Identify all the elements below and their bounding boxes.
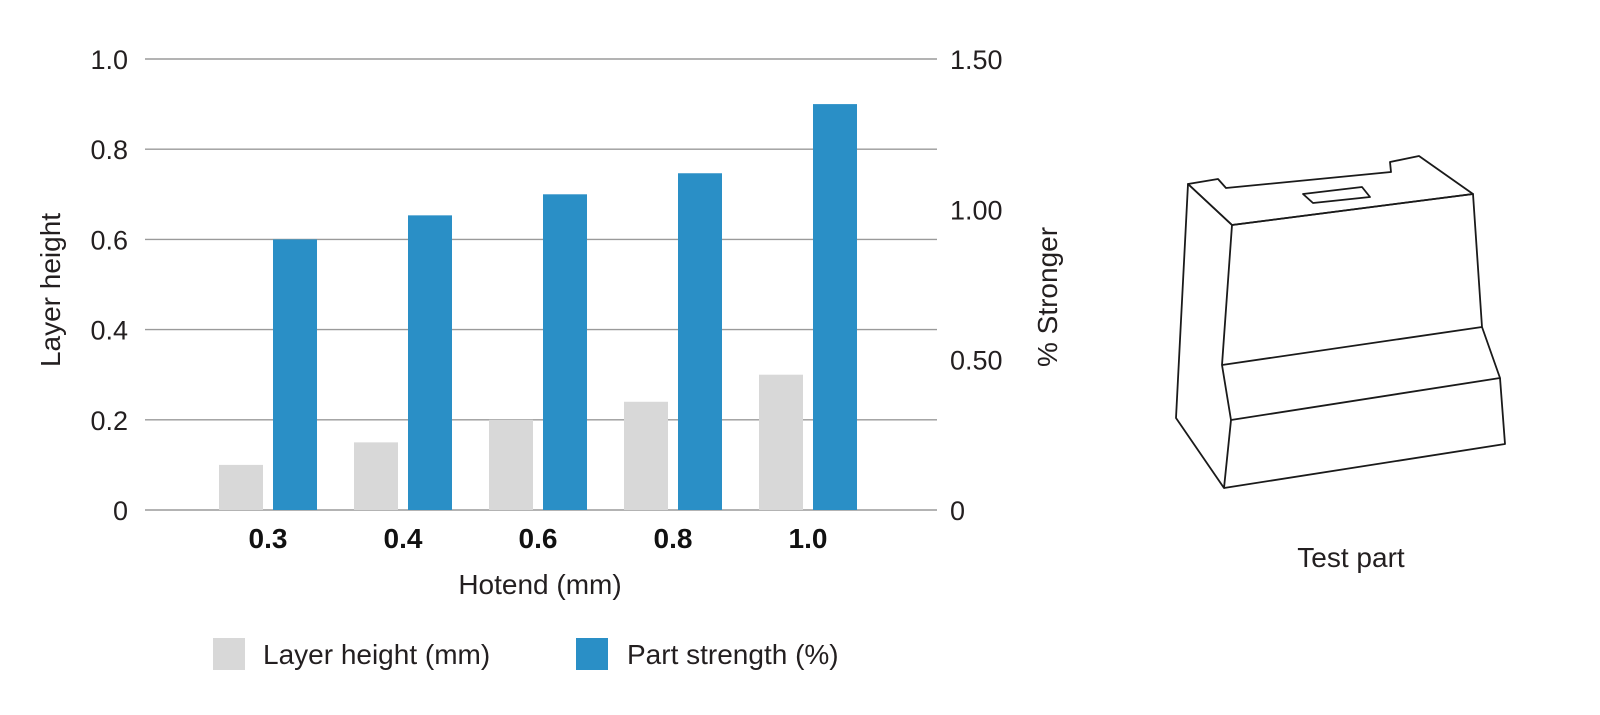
bar-layer-height-0.8 <box>624 401 668 510</box>
bar-part-strength-0.3 <box>273 239 317 510</box>
y-axis-title: Layer height <box>35 213 66 367</box>
left-tick-label: 0 <box>113 496 128 526</box>
left-tick-label: 0.8 <box>90 135 128 165</box>
left-tick-label: 0.4 <box>90 316 128 346</box>
legend: Layer height (mm) Part strength (%) <box>213 638 839 670</box>
category-label: 0.4 <box>384 523 423 554</box>
right-axis-ticks: 0 0.50 1.00 1.50 <box>950 45 1003 526</box>
bar-part-strength-1.0 <box>813 104 857 510</box>
bar-part-strength-0.8 <box>678 173 722 510</box>
bar-layer-height-0.4 <box>354 442 398 510</box>
legend-swatch-part-strength <box>576 638 608 670</box>
category-label: 0.8 <box>654 523 693 554</box>
legend-label-part-strength: Part strength (%) <box>627 639 839 670</box>
y2-axis-title: % Stronger <box>1032 227 1063 367</box>
left-tick-label: 0.6 <box>90 225 128 255</box>
left-axis-ticks: 0 0.2 0.4 0.6 0.8 1.0 <box>90 45 128 526</box>
test-part-drawing-icon <box>1175 155 1506 489</box>
left-tick-label: 0.2 <box>90 406 128 436</box>
legend-label-layer-height: Layer height (mm) <box>263 639 490 670</box>
bar-part-strength-0.4 <box>408 215 452 510</box>
legend-swatch-layer-height <box>213 638 245 670</box>
bars <box>219 104 857 511</box>
right-tick-label: 1.50 <box>950 45 1003 75</box>
category-label: 0.6 <box>519 523 558 554</box>
left-tick-label: 1.0 <box>90 45 128 75</box>
bar-part-strength-0.6 <box>543 194 587 511</box>
category-label: 0.3 <box>249 523 288 554</box>
right-tick-label: 1.00 <box>950 195 1003 225</box>
right-tick-label: 0 <box>950 496 965 526</box>
category-label: 1.0 <box>789 523 828 554</box>
bar-layer-height-1.0 <box>759 374 803 510</box>
bar-layer-height-0.6 <box>489 419 533 510</box>
figure-caption: Test part <box>1297 542 1405 573</box>
x-axis-title: Hotend (mm) <box>458 569 621 600</box>
right-tick-label: 0.50 <box>950 346 1003 376</box>
category-labels: 0.3 0.4 0.6 0.8 1.0 <box>249 523 828 554</box>
bar-layer-height-0.3 <box>219 464 263 510</box>
